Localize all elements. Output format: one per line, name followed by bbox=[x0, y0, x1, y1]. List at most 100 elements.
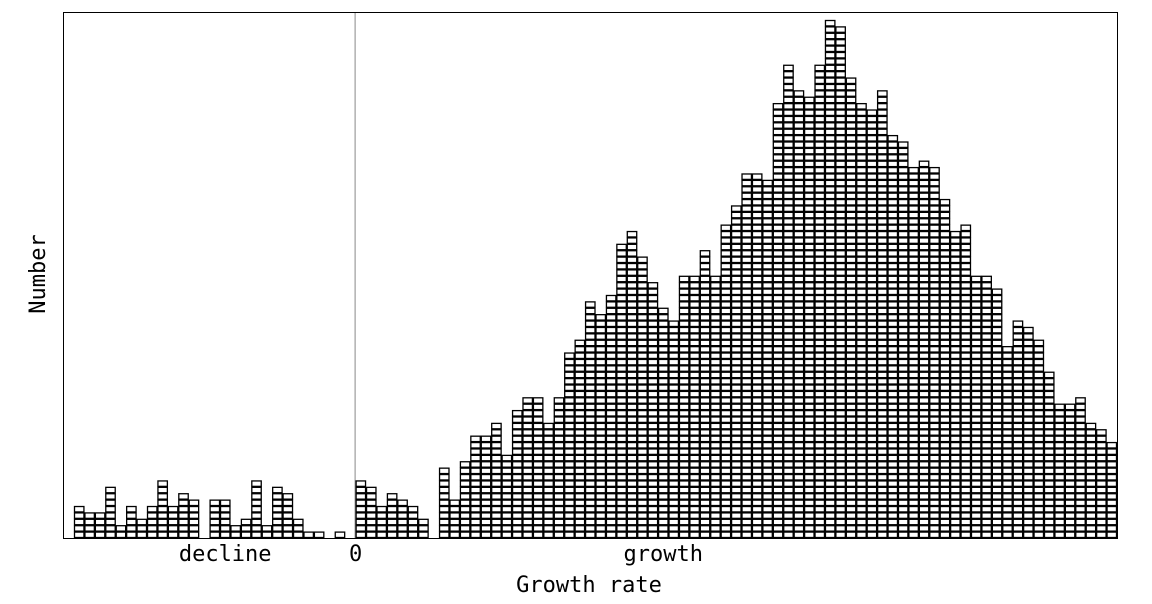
unit-square bbox=[303, 531, 315, 539]
unit-square bbox=[491, 435, 502, 443]
unit-square bbox=[939, 467, 951, 475]
unit-square bbox=[939, 448, 951, 456]
unit-square bbox=[564, 422, 575, 430]
unit-square bbox=[1085, 525, 1097, 532]
unit-square bbox=[564, 499, 575, 507]
unit-square bbox=[741, 473, 753, 481]
unit-square bbox=[908, 422, 919, 430]
unit-square bbox=[856, 192, 867, 200]
unit-square bbox=[876, 467, 888, 475]
unit-square bbox=[960, 480, 972, 487]
unit-square bbox=[1033, 467, 1045, 475]
unit-square bbox=[584, 493, 596, 500]
unit-square bbox=[772, 416, 784, 424]
unit-square bbox=[657, 473, 669, 481]
unit-square bbox=[689, 416, 700, 424]
unit-square bbox=[146, 512, 158, 519]
unit-square bbox=[564, 397, 575, 404]
unit-square bbox=[595, 493, 607, 500]
unit-square bbox=[584, 409, 596, 417]
unit-square bbox=[981, 441, 992, 449]
unit-square bbox=[793, 269, 805, 276]
unit-square bbox=[970, 531, 982, 539]
unit-square bbox=[167, 525, 179, 532]
unit-square bbox=[553, 518, 565, 526]
unit-square bbox=[991, 441, 1003, 449]
unit-square bbox=[793, 384, 805, 392]
unit-square bbox=[584, 467, 596, 475]
unit-square bbox=[803, 179, 815, 187]
unit-square bbox=[1002, 499, 1013, 507]
unit-square bbox=[522, 493, 534, 500]
unit-square bbox=[835, 403, 846, 411]
unit-square bbox=[824, 345, 836, 353]
unit-square bbox=[866, 326, 878, 334]
unit-square bbox=[751, 339, 763, 347]
unit-square bbox=[522, 416, 534, 424]
unit-square bbox=[94, 512, 106, 519]
unit-square bbox=[678, 301, 690, 308]
unit-square bbox=[1075, 403, 1086, 411]
unit-square bbox=[793, 314, 805, 321]
unit-square bbox=[866, 314, 878, 321]
unit-square bbox=[605, 473, 617, 481]
unit-square bbox=[1002, 403, 1013, 411]
unit-square bbox=[511, 429, 523, 436]
unit-square bbox=[157, 499, 169, 507]
unit-square bbox=[772, 294, 784, 302]
unit-square bbox=[783, 262, 794, 270]
unit-square bbox=[574, 461, 586, 468]
unit-square bbox=[835, 102, 846, 110]
unit-square bbox=[824, 45, 836, 53]
unit-square bbox=[918, 429, 930, 436]
unit-square bbox=[751, 390, 763, 398]
unit-square bbox=[751, 262, 763, 270]
unit-square bbox=[939, 230, 951, 238]
unit-square bbox=[835, 64, 846, 72]
unit-square bbox=[720, 371, 732, 379]
unit-square bbox=[824, 237, 836, 244]
unit-square bbox=[720, 390, 732, 398]
unit-square bbox=[783, 493, 794, 500]
unit-square bbox=[929, 390, 940, 398]
histogram-column bbox=[84, 512, 96, 539]
histogram-column bbox=[866, 109, 878, 539]
unit-square bbox=[543, 518, 554, 526]
unit-square bbox=[793, 186, 805, 193]
unit-square bbox=[595, 448, 607, 456]
unit-square bbox=[157, 505, 169, 513]
unit-square bbox=[981, 429, 992, 436]
unit-square bbox=[1064, 403, 1076, 411]
histogram-column bbox=[73, 505, 85, 539]
unit-square bbox=[803, 275, 815, 283]
unit-square bbox=[1002, 486, 1013, 494]
unit-square bbox=[803, 461, 815, 468]
unit-square bbox=[845, 256, 857, 264]
unit-square bbox=[856, 173, 867, 181]
unit-square bbox=[824, 429, 836, 436]
unit-square bbox=[605, 352, 617, 360]
unit-square bbox=[772, 134, 784, 142]
unit-square bbox=[929, 282, 940, 289]
unit-square bbox=[564, 454, 575, 462]
unit-square bbox=[960, 499, 972, 507]
unit-square bbox=[1022, 365, 1034, 372]
unit-square bbox=[449, 518, 461, 526]
unit-square bbox=[438, 480, 450, 487]
unit-square bbox=[939, 358, 951, 366]
unit-square bbox=[918, 531, 930, 539]
unit-square bbox=[897, 345, 909, 353]
unit-square bbox=[772, 512, 784, 519]
unit-square bbox=[751, 198, 763, 206]
unit-square bbox=[365, 486, 377, 494]
histogram-column bbox=[970, 275, 982, 539]
unit-square bbox=[720, 256, 732, 264]
unit-square bbox=[897, 230, 909, 238]
unit-square bbox=[136, 531, 148, 539]
unit-square bbox=[835, 288, 846, 296]
unit-square bbox=[699, 377, 711, 385]
unit-square bbox=[1012, 326, 1024, 334]
unit-square bbox=[762, 301, 773, 308]
unit-square bbox=[803, 326, 815, 334]
unit-square bbox=[741, 333, 753, 340]
